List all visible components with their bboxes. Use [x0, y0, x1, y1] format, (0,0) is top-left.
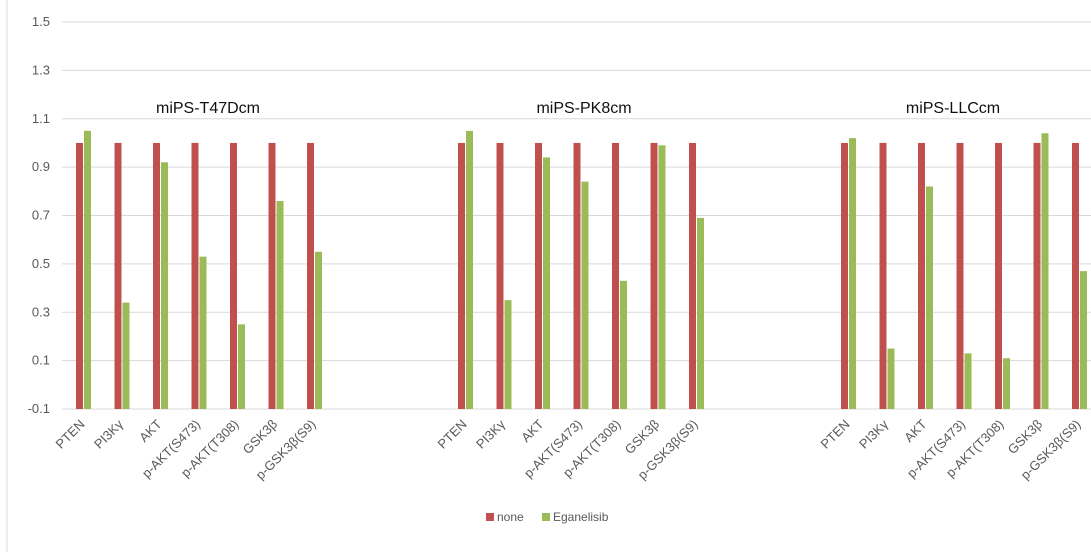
bars	[76, 130, 1087, 409]
x-tick-label: PTEN	[817, 417, 852, 452]
bar-eganelisib	[543, 157, 550, 409]
bar-none	[307, 142, 314, 409]
y-tick-label: 1.3	[32, 62, 50, 77]
x-tick-label: PI3Kγ	[473, 416, 508, 451]
x-tick-label: PI3Kγ	[91, 416, 126, 451]
x-tick-label: PTEN	[434, 417, 469, 452]
y-axis-ticks: 1.5 1.3 1.1 0.9 0.7 0.5 0.3 0.1 -0.1	[28, 14, 50, 416]
bar-eganelisib	[849, 138, 856, 409]
panel-titles: miPS-T47Dcm miPS-PK8cm miPS-LLCcm	[156, 100, 1000, 117]
bar-none	[1033, 142, 1041, 409]
y-tick-label: 0.3	[32, 304, 50, 319]
bar-eganelisib	[84, 130, 91, 409]
legend-label: Eganelisib	[553, 510, 609, 524]
bar-eganelisib	[276, 200, 284, 409]
bar-none	[879, 142, 887, 409]
bar-none	[841, 142, 848, 409]
bar-eganelisib	[581, 181, 589, 409]
bar-none	[995, 142, 1002, 409]
x-tick-label: AKT	[901, 416, 930, 445]
bar-none	[496, 142, 504, 409]
bar-eganelisib	[658, 145, 666, 409]
bar-eganelisib	[504, 300, 512, 409]
bar-none	[689, 142, 696, 409]
bar-none	[191, 142, 199, 409]
bar-eganelisib	[620, 280, 627, 409]
bar-eganelisib	[697, 217, 704, 409]
bar-none	[114, 142, 122, 409]
bar-none	[268, 142, 276, 409]
bar-eganelisib	[238, 324, 245, 409]
bar-none	[153, 142, 160, 409]
bar-eganelisib	[1003, 358, 1010, 409]
bar-none	[230, 142, 237, 409]
y-tick-label: 1.5	[32, 14, 50, 29]
y-tick-label: -0.1	[28, 401, 50, 416]
y-tick-label: 0.1	[32, 353, 50, 368]
bar-eganelisib	[1041, 133, 1049, 409]
bar-none	[458, 142, 465, 409]
bar-eganelisib	[161, 162, 168, 409]
legend-swatch-eganelisib	[542, 513, 550, 521]
y-tick-label: 0.9	[32, 159, 50, 174]
x-tick-label: PTEN	[52, 417, 87, 452]
bar-eganelisib	[122, 302, 130, 409]
bar-none	[76, 142, 83, 409]
bar-none	[573, 142, 581, 409]
x-axis-ticks: PTEN PI3Kγ AKTp-AKT(S473)p-AKT(T308)GSK3βp…	[52, 416, 1083, 482]
bar-none	[612, 142, 619, 409]
y-tick-label: 0.7	[32, 208, 50, 223]
legend: none Eganelisib	[486, 510, 609, 524]
legend-label: none	[497, 510, 524, 524]
bar-none	[956, 142, 964, 409]
bar-none	[650, 142, 658, 409]
bar-eganelisib	[887, 348, 895, 409]
panel-title: miPS-LLCcm	[906, 100, 1000, 117]
bar-none	[535, 142, 542, 409]
x-tick-label: AKT	[136, 416, 165, 445]
bar-eganelisib	[964, 353, 972, 409]
y-tick-label: 0.5	[32, 256, 50, 271]
y-tick-label: 1.1	[32, 111, 50, 126]
legend-swatch-none	[486, 513, 494, 521]
bar-eganelisib	[1080, 271, 1087, 409]
bar-eganelisib	[315, 251, 322, 409]
x-tick-label: PI3Kγ	[856, 416, 891, 451]
bar-none	[1072, 142, 1079, 409]
bar-eganelisib	[926, 186, 933, 409]
bar-none	[918, 142, 925, 409]
panel-title: miPS-T47Dcm	[156, 100, 260, 117]
panel-title: miPS-PK8cm	[536, 100, 631, 117]
bar-eganelisib	[466, 130, 473, 409]
bar-eganelisib	[199, 256, 207, 409]
x-tick-label: AKT	[518, 416, 547, 445]
